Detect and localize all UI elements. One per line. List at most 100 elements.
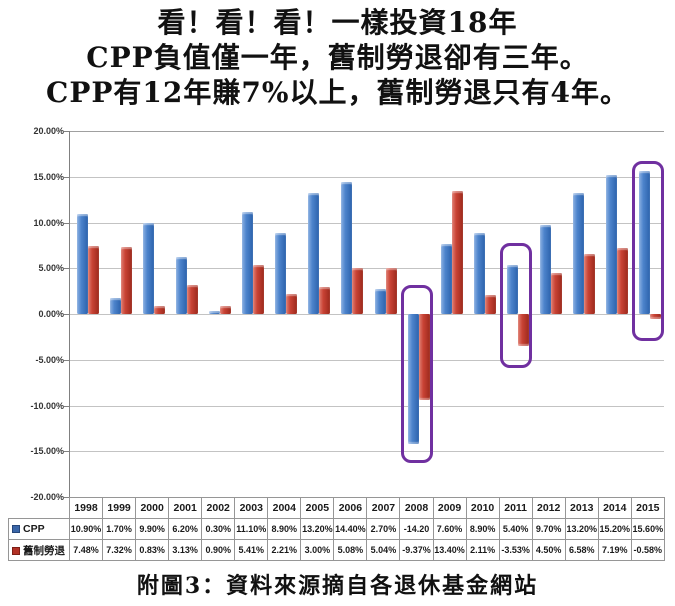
old-pension-value-2011: -3.53%: [498, 539, 533, 561]
cpp-value-1999: 1.70%: [102, 518, 137, 540]
legend-label-cpp: CPP: [8, 518, 70, 540]
old-pension-bar-2014: [616, 248, 628, 314]
y-axis-label: 10.00%: [33, 217, 64, 228]
bar-group-2003: [235, 131, 268, 497]
cpp-bar-1999: [110, 298, 122, 314]
old-pension-value-2003: 5.41%: [234, 539, 269, 561]
cpp-value-2011: 5.40%: [498, 518, 533, 540]
bar-group-2004: [268, 131, 301, 497]
bar-group-2015: [632, 131, 665, 497]
year-header-cell-2009: 2009: [432, 497, 467, 519]
cpp-bar-2005: [308, 193, 320, 314]
cpp-bar-2012: [539, 225, 551, 314]
old-pension-bar-2009: [451, 191, 463, 314]
old-pension-value-2014: 7.19%: [597, 539, 632, 561]
cpp-bar-2001: [176, 257, 188, 314]
cpp-bar-2006: [341, 182, 353, 314]
gridline--5.00%: [70, 359, 664, 361]
y-axis-tick: [64, 359, 69, 361]
year-header-cell-2002: 2002: [201, 497, 236, 519]
old-pension-bar-2007: [385, 267, 397, 314]
highlight-box-2015: [632, 161, 665, 342]
old-pension-bar-1999: [121, 247, 133, 314]
cpp-bar-2013: [572, 193, 584, 314]
y-axis-tick: [64, 451, 69, 453]
bar-group-2000: [136, 131, 169, 497]
old-pension-value-2008: -9.37%: [399, 539, 434, 561]
highlight-box-2011: [500, 242, 533, 368]
y-axis-label: -20.00%: [30, 492, 64, 502]
year-header-cell-2006: 2006: [333, 497, 368, 519]
cpp-value-2002: 0.30%: [201, 518, 236, 540]
year-header-cell-2007: 2007: [366, 497, 401, 519]
cpp-bar-2008: [407, 314, 419, 444]
cpp-bar-2009: [440, 244, 452, 314]
old-pension-value-2007: 5.04%: [366, 539, 401, 561]
cpp-value-2001: 6.20%: [168, 518, 203, 540]
gridline--15.00%: [70, 451, 664, 453]
cpp-bar-2000: [143, 223, 155, 314]
year-header-cell-2015: 2015: [630, 497, 665, 519]
y-axis-label: 20.00%: [33, 126, 64, 136]
old-pension-bar-2002: [220, 305, 232, 314]
cpp-bar-1998: [77, 214, 88, 314]
gridline-20.00%: [70, 131, 664, 132]
bar-group-2012: [533, 131, 566, 497]
y-axis-label: -10.00%: [30, 400, 64, 411]
cpp-value-2005: 13.20%: [300, 518, 335, 540]
y-axis-tick: [64, 497, 69, 498]
old-pension-value-1998: 7.48%: [68, 539, 104, 561]
old-pension-bar-2013: [583, 253, 595, 314]
highlight-box-2008: [401, 284, 434, 464]
old-pension-bar-2003: [253, 264, 265, 314]
bar-group-2007: [368, 131, 401, 497]
title-line-1: 看！看！看！一樣投資18年: [157, 6, 518, 39]
legend-swatch-icon: [12, 525, 20, 533]
cpp-bar-2003: [242, 212, 254, 314]
year-header-cell-2010: 2010: [465, 497, 500, 519]
old-pension-value-2000: 0.83%: [135, 539, 170, 561]
old-pension-bar-2006: [352, 267, 364, 314]
old-pension-value-2012: 4.50%: [531, 539, 566, 561]
old-pension-value-2006: 5.08%: [333, 539, 368, 561]
old-pension-value-2002: 0.90%: [201, 539, 236, 561]
series-row-cpp: CPP 10.90% 1.70% 9.90% 6.20% 0.30% 11.10% 8.90%…: [8, 518, 665, 540]
old-pension-bar-2011: [517, 314, 529, 347]
old-pension-value-2015: -0.58%: [630, 539, 665, 561]
old-pension-bar-2000: [154, 306, 166, 314]
year-header-cell-2001: 2001: [168, 497, 203, 519]
source-caption: 附圖3：資料來源摘自各退休基金網站: [136, 573, 539, 599]
year-header-cell-2005: 2005: [300, 497, 335, 519]
old-pension-value-2004: 2.21%: [267, 539, 302, 561]
legend-label-old-pension: 舊制勞退: [8, 539, 70, 561]
y-axis-label: 0.00%: [38, 309, 64, 319]
old-pension-value-2001: 3.13%: [168, 539, 203, 561]
bar-group-2014: [599, 131, 632, 497]
old-pension-bar-2010: [484, 294, 496, 314]
gridline-15.00%: [70, 176, 664, 178]
cpp-value-2008: -14.20: [399, 518, 434, 540]
cpp-value-2009: 7.60%: [432, 518, 467, 540]
year-header-row: 1998 1999 2000 2001 2002 2003 2004 2005 2006 2007…: [9, 497, 665, 519]
old-pension-bar-2008: [418, 314, 430, 400]
cpp-value-2013: 13.20%: [564, 518, 599, 540]
old-pension-bar-2012: [550, 272, 562, 314]
gridline-10.00%: [70, 222, 664, 224]
cpp-value-2007: 2.70%: [366, 518, 401, 540]
cpp-value-2014: 15.20%: [597, 518, 632, 540]
y-axis-tick: [64, 131, 69, 132]
old-pension-bar-2004: [286, 293, 298, 314]
y-axis-label: -5.00%: [35, 354, 64, 365]
cpp-bar-2010: [473, 232, 485, 314]
bar-group-2013: [566, 131, 599, 497]
old-pension-bar-2015: [649, 314, 661, 320]
year-header-cell-2013: 2013: [564, 497, 599, 519]
cpp-bar-2004: [275, 232, 287, 314]
cpp-value-2010: 8.90%: [465, 518, 500, 540]
year-header-cell-2004: 2004: [267, 497, 302, 519]
y-axis-label: 5.00%: [38, 263, 64, 274]
cpp-bar-2015: [638, 171, 650, 314]
bar-group-2002: [202, 131, 235, 497]
bar-group-2010: [467, 131, 500, 497]
table-corner-cell: [9, 498, 70, 519]
